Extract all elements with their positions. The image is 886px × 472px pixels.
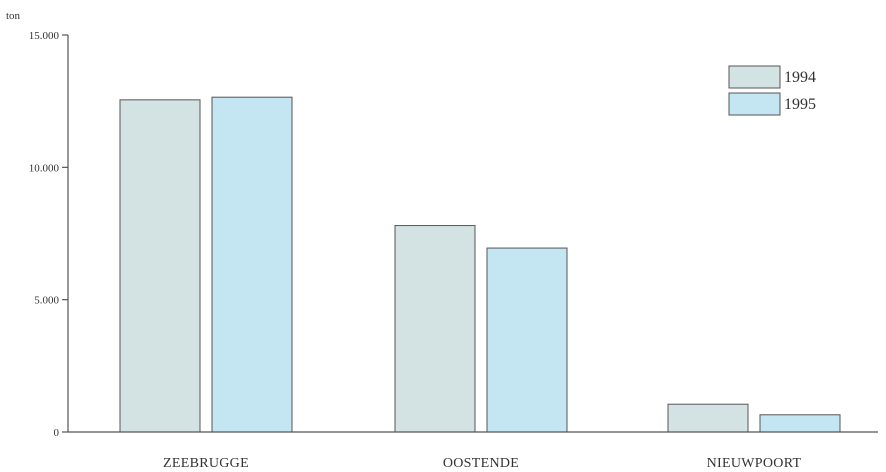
y-axis: 0 5.000 10.000 15.000 xyxy=(29,30,69,439)
legend-label: 1995 xyxy=(784,96,816,113)
bar-oostende-1995 xyxy=(486,247,568,433)
x-tick-label: ZEEBRUGGE xyxy=(163,456,249,471)
bar-nieuwpoort-1995 xyxy=(759,414,841,433)
legend-swatch xyxy=(728,65,781,89)
bar-zeebrugge-1995 xyxy=(211,96,293,433)
bar-oostende-1994 xyxy=(394,225,476,433)
legend: 1994 1995 xyxy=(728,65,816,116)
y-tick-label: 5.000 xyxy=(34,295,59,307)
y-tick-label: 10.000 xyxy=(29,162,60,174)
y-tick-label: 0 xyxy=(54,427,60,439)
bar-nieuwpoort-1994 xyxy=(667,403,749,433)
x-tick-label: OOSTENDE xyxy=(443,456,519,471)
bar-zeebrugge-1994 xyxy=(119,99,201,433)
bars-group xyxy=(119,96,841,433)
legend-label: 1994 xyxy=(784,69,816,86)
x-axis: ZEEBRUGGE OOSTENDE NIEUWPOORT xyxy=(68,431,878,471)
y-tick-label: 15.000 xyxy=(29,30,60,42)
legend-swatch xyxy=(728,92,781,116)
y-axis-unit-label: ton xyxy=(6,10,21,22)
x-tick-label: NIEUWPOORT xyxy=(707,456,802,471)
